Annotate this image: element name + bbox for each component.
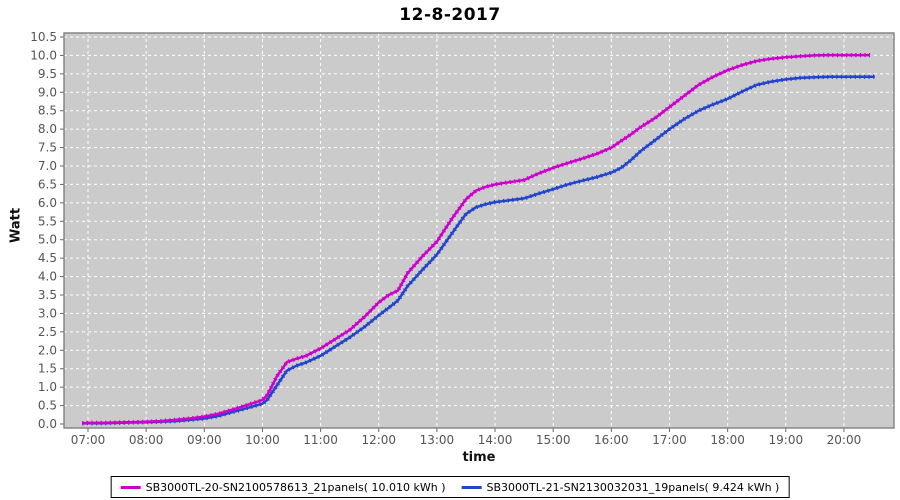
y-tick-label: 0.5 <box>38 399 57 413</box>
y-tick-label: 1.0 <box>38 380 57 394</box>
y-tick-label: 5.0 <box>38 233 57 247</box>
plot-border <box>63 32 895 429</box>
y-tick-label: 2.5 <box>38 325 57 339</box>
legend-label: SB3000TL-21-SN2130032031_19panels( 9.424… <box>486 480 780 494</box>
legend-item: SB3000TL-21-SN2130032031_19panels( 9.424… <box>461 480 780 494</box>
plot-area <box>64 33 894 428</box>
y-tick-label: 1.5 <box>38 362 57 376</box>
y-tick-label: 6.0 <box>38 196 57 210</box>
series-line <box>82 75 875 425</box>
legend-label: SB3000TL-20-SN2100578613_21panels( 10.01… <box>145 480 446 494</box>
x-tick-label: 20:00 <box>827 433 862 447</box>
x-tick-label: 19:00 <box>769 433 804 447</box>
legend: SB3000TL-20-SN2100578613_21panels( 10.01… <box>110 476 790 498</box>
y-tick-label: 9.5 <box>38 67 57 81</box>
legend-line-marker <box>120 485 141 489</box>
x-tick-label: 13:00 <box>420 433 455 447</box>
x-tick-label: 17:00 <box>652 433 687 447</box>
y-tick-label: 2.0 <box>38 343 57 357</box>
x-tick-label: 09:00 <box>187 433 222 447</box>
y-axis-label: Watt <box>8 207 24 244</box>
y-tick-label: 10.5 <box>30 30 57 44</box>
legend-line-marker <box>461 485 482 489</box>
x-tick-label: 16:00 <box>594 433 629 447</box>
y-tick-label: 8.5 <box>38 104 57 118</box>
y-tick-label: 7.0 <box>38 159 57 173</box>
y-tick-label: 9.0 <box>38 85 57 99</box>
x-tick-label: 07:00 <box>71 433 106 447</box>
chart-title: 12-8-2017 <box>399 5 501 25</box>
y-tick-label: 3.5 <box>38 288 57 302</box>
x-tick-label: 18:00 <box>710 433 745 447</box>
y-tick-label: 4.0 <box>38 270 57 284</box>
x-tick-label: 08:00 <box>129 433 164 447</box>
y-tick-label: 4.5 <box>38 251 57 265</box>
x-tick-label: 11:00 <box>303 433 338 447</box>
x-tick-label: 15:00 <box>536 433 571 447</box>
y-tick-label: 7.5 <box>38 141 57 155</box>
y-tick-label: 8.0 <box>38 122 57 136</box>
x-tick-label: 14:00 <box>478 433 513 447</box>
y-tick-label: 0.0 <box>38 417 57 431</box>
x-tick-label: 10:00 <box>245 433 280 447</box>
series-line <box>82 53 871 425</box>
y-tick-label: 10.0 <box>30 48 57 62</box>
y-tick-label: 6.5 <box>38 177 57 191</box>
x-tick-label: 12:00 <box>361 433 396 447</box>
x-axis-label: time <box>462 450 496 465</box>
y-tick-label: 5.5 <box>38 214 57 228</box>
legend-item: SB3000TL-20-SN2100578613_21panels( 10.01… <box>120 480 446 494</box>
y-tick-label: 3.0 <box>38 306 57 320</box>
